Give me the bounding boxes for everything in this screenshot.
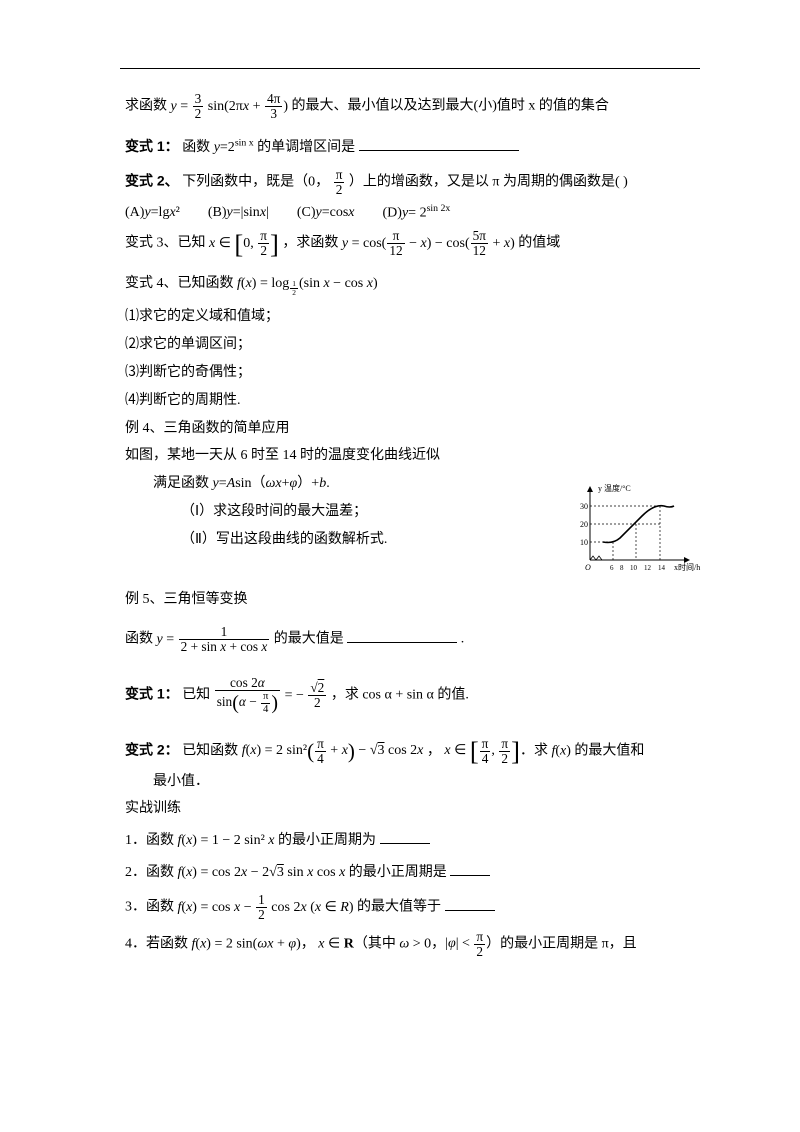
example-5-l1: 函数 y = 1 2 + sin x + cos x 的最大值是 . bbox=[125, 625, 690, 654]
q1: ⑴求它的定义域和值域； bbox=[125, 305, 690, 329]
variant-4: 变式 4、已知函数 f(x) = log12(sin x − cos x) bbox=[125, 272, 690, 297]
blank bbox=[450, 861, 490, 876]
svg-text:10: 10 bbox=[630, 564, 638, 572]
train-1: 1．函数 f(x) = 1 − 2 sin² x 的最小正周期为 bbox=[125, 829, 690, 853]
opt-a: (A)y=lgx² bbox=[125, 201, 180, 225]
blank bbox=[380, 829, 430, 844]
variant-2-options: (A)y=lgx² (B)y=|sinx| (C)y=cosx (D)y= 2s… bbox=[125, 201, 690, 225]
blank bbox=[445, 896, 495, 911]
label: 变式 2、 bbox=[125, 172, 179, 188]
text: 函数 bbox=[182, 140, 214, 155]
label: 变式 1： bbox=[125, 138, 179, 154]
svg-text:10: 10 bbox=[580, 538, 588, 547]
label: 变式 2： bbox=[125, 741, 179, 757]
blank bbox=[347, 628, 457, 643]
svg-text:6: 6 bbox=[610, 564, 614, 572]
svg-text:14: 14 bbox=[658, 564, 666, 572]
variant-3: 变式 3、已知 x ∈ [0, π2] ，求函数 y = cos(π12 − x… bbox=[125, 229, 690, 258]
svg-text:O: O bbox=[585, 563, 591, 572]
sup: sin x bbox=[235, 137, 254, 148]
page: 求函数 y = 32 sin(2πx + 4π3) 的最大、最小值以及达到最大(… bbox=[0, 0, 800, 1132]
svg-text:y 温度/°C: y 温度/°C bbox=[598, 483, 631, 493]
text: 变式 4、已知函数 bbox=[125, 276, 237, 291]
b-variant-1: 变式 1： 已知 cos 2α sin(α − π4) = − √2 2 ，求 … bbox=[125, 676, 690, 714]
example-4-l1: 如图，某地一天从 6 时至 14 时的温度变化曲线近似 bbox=[125, 444, 690, 468]
text: ）上的增函数，又是以 π 为周期的偶函数是( ) bbox=[349, 174, 628, 189]
variant-2: 变式 2、 下列函数中，既是（0， π2 ）上的增函数，又是以 π 为周期的偶函… bbox=[125, 168, 690, 197]
text: 下列函数中，既是（0， bbox=[182, 174, 329, 189]
svg-text:30: 30 bbox=[580, 502, 588, 511]
q4: ⑷判断它的周期性. bbox=[125, 389, 690, 413]
svg-text:20: 20 bbox=[580, 520, 588, 529]
svg-text:x时间/h: x时间/h bbox=[674, 562, 700, 572]
q3: ⑶判断它的奇偶性； bbox=[125, 361, 690, 385]
svg-text:8: 8 bbox=[620, 564, 624, 572]
opt-d: (D)y= 2sin 2x bbox=[383, 201, 451, 225]
text: 的最大、最小值以及达到最大(小)值时 x 的值的集合 bbox=[292, 99, 609, 114]
opt-b: (B)y=|sinx| bbox=[208, 201, 269, 225]
train-3: 3．函数 f(x) = cos x − 12 cos 2x (x ∈ R) 的最… bbox=[125, 893, 690, 922]
example-5-title: 例 5、三角恒等变换 bbox=[125, 588, 690, 612]
math-expr: y = 32 sin(2πx + 4π3) bbox=[171, 99, 292, 114]
q2: ⑵求它的单调区间； bbox=[125, 333, 690, 357]
train-4: 4．若函数 f(x) = 2 sin(ωx + φ)， x ∈ R（其中 ω >… bbox=[125, 930, 690, 959]
top-rule bbox=[120, 68, 700, 69]
train-title: 实战训练 bbox=[125, 797, 690, 821]
b-variant-2: 变式 2： 已知函数 f(x) = 2 sin²(π4 + x) − √3 co… bbox=[125, 737, 690, 766]
text: 变式 3、已知 bbox=[125, 236, 209, 251]
b-variant-2-l2: 最小值． bbox=[125, 770, 690, 794]
text: 的单调增区间是 bbox=[257, 140, 355, 155]
svg-text:12: 12 bbox=[644, 564, 652, 572]
text: 的值域 bbox=[518, 236, 560, 251]
problem-intro: 求函数 y = 32 sin(2πx + 4π3) 的最大、最小值以及达到最大(… bbox=[125, 92, 690, 121]
opt-c: (C)y=cosx bbox=[297, 201, 355, 225]
example-4-title: 例 4、三角函数的简单应用 bbox=[125, 417, 690, 441]
train-2: 2．函数 f(x) = cos 2x − 2√3 sin x cos x 的最小… bbox=[125, 861, 690, 885]
variant-1: 变式 1： 函数 y=2sin x 的单调增区间是 bbox=[125, 135, 690, 160]
text: ，求函数 bbox=[282, 236, 342, 251]
temperature-graph: y 温度/°C 30 20 10 O 6 8 10 12 14 x时间/h bbox=[568, 480, 708, 580]
blank bbox=[359, 136, 519, 151]
label: 变式 1： bbox=[125, 686, 179, 702]
text: 求函数 bbox=[125, 99, 167, 114]
